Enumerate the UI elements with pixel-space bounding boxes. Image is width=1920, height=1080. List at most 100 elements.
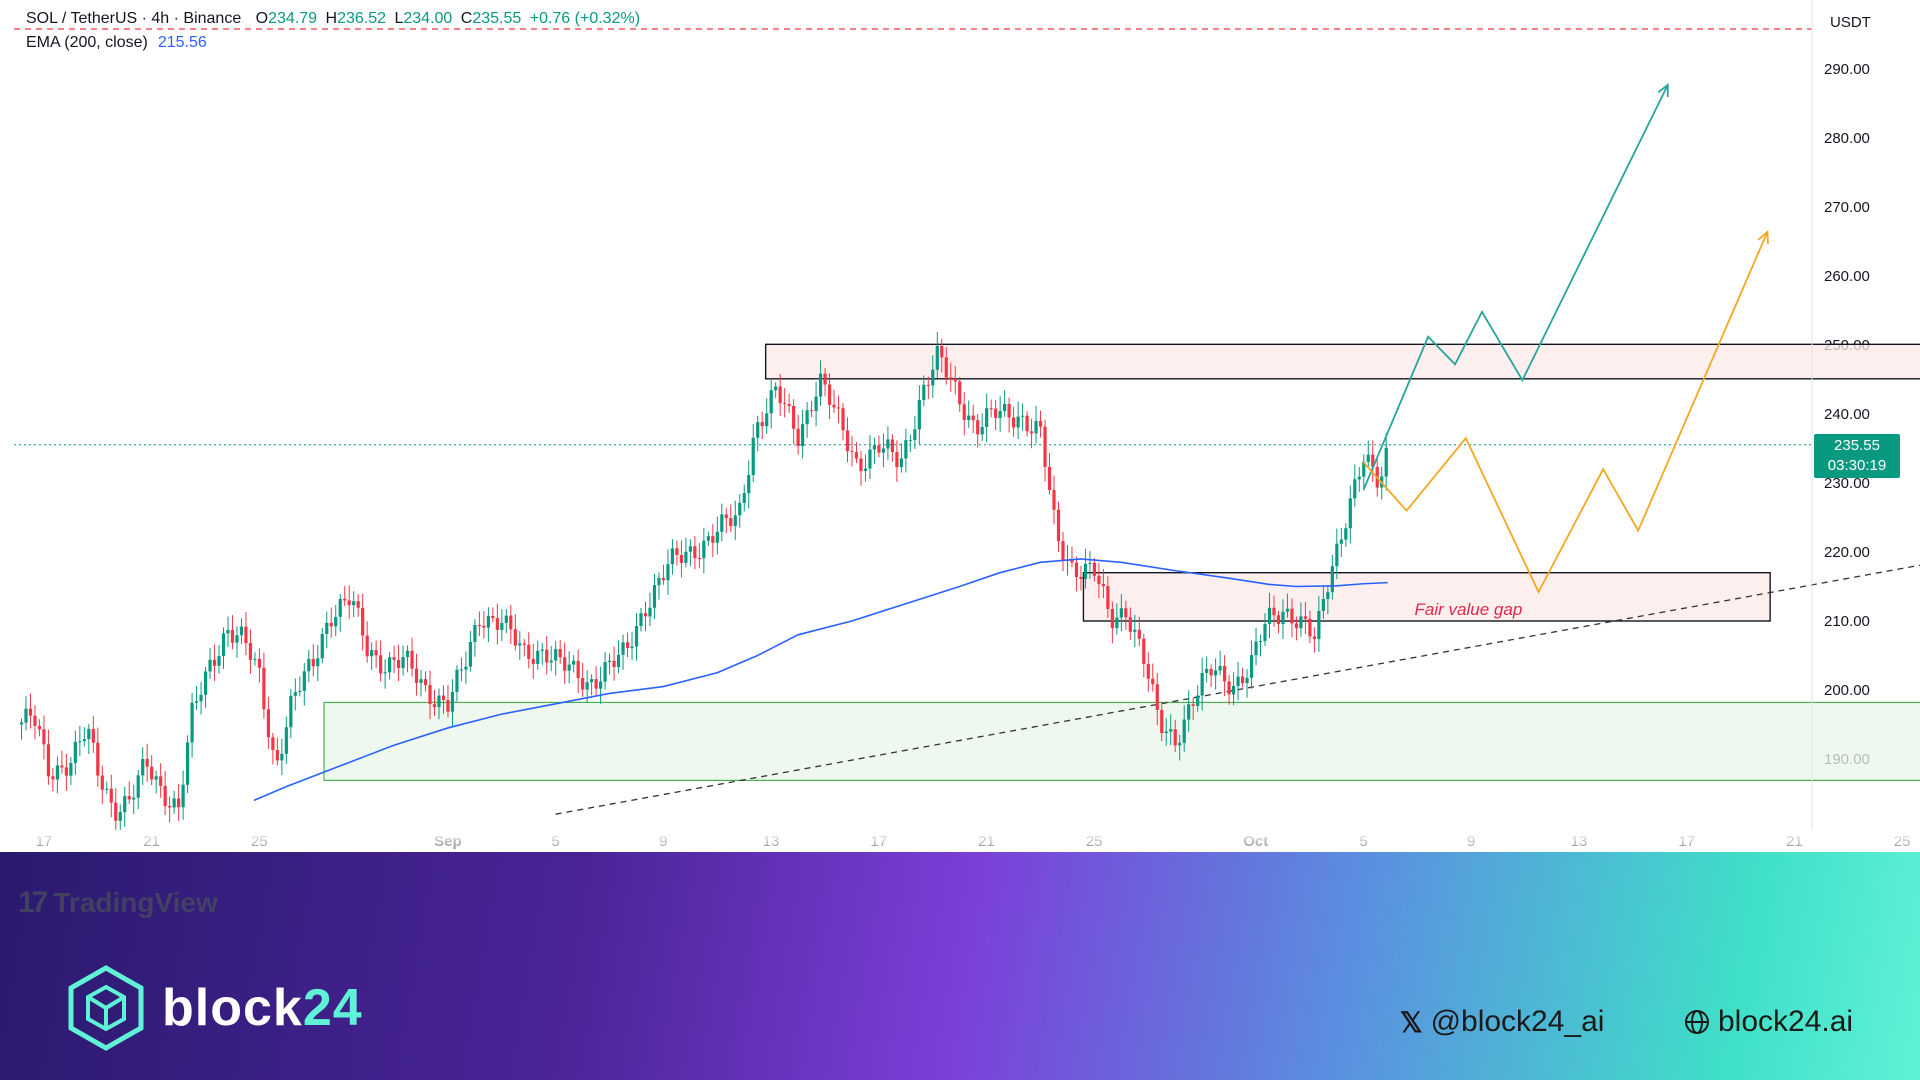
candle-body bbox=[1371, 454, 1375, 467]
candle-body bbox=[612, 660, 616, 667]
candle-body bbox=[607, 660, 612, 663]
candle-body bbox=[1339, 539, 1343, 544]
candle-body bbox=[87, 728, 91, 740]
candle-body bbox=[1272, 607, 1276, 616]
y-tick-label: 220.00 bbox=[1824, 544, 1870, 561]
candle-body bbox=[1330, 566, 1334, 593]
currency-label[interactable]: USDT bbox=[1830, 14, 1871, 31]
ema-200-line[interactable] bbox=[253, 558, 1388, 802]
zone-fair_value_gap[interactable] bbox=[1082, 572, 1771, 622]
candle-body bbox=[567, 664, 571, 671]
zone-demand[interactable] bbox=[323, 701, 1920, 781]
candle-body bbox=[1223, 665, 1227, 682]
candle-body bbox=[1231, 685, 1236, 695]
candle-body bbox=[697, 558, 701, 560]
candle-body bbox=[1303, 616, 1308, 619]
candle-body bbox=[257, 658, 262, 668]
candle-body bbox=[827, 384, 832, 405]
candle-body bbox=[145, 758, 149, 767]
y-tick-label: 280.00 bbox=[1824, 130, 1870, 147]
candle-body bbox=[1164, 731, 1168, 734]
candle-body bbox=[123, 796, 127, 813]
candle-body bbox=[935, 345, 939, 370]
candle-body bbox=[1196, 695, 1200, 706]
website-link[interactable]: block24.ai bbox=[1684, 1005, 1853, 1039]
candle-body bbox=[275, 750, 279, 761]
candle-body bbox=[221, 633, 226, 657]
candle-body bbox=[1110, 609, 1114, 629]
candle-body bbox=[329, 622, 333, 627]
candle-body bbox=[751, 437, 755, 476]
candle-body bbox=[203, 671, 208, 695]
candle-body bbox=[657, 577, 661, 586]
y-tick-label: 240.00 bbox=[1824, 406, 1870, 423]
candle-body bbox=[468, 641, 473, 667]
candle-body bbox=[127, 796, 131, 800]
candle-body bbox=[1227, 681, 1231, 695]
candle-body bbox=[1205, 668, 1209, 673]
twitter-handle[interactable]: 𝕏 @block24_ai bbox=[1400, 1005, 1604, 1039]
candle-body bbox=[150, 766, 154, 780]
candle-body bbox=[670, 548, 675, 565]
candle-body bbox=[383, 672, 387, 674]
candle-body bbox=[414, 668, 419, 683]
candle-body bbox=[405, 650, 410, 658]
candle-body bbox=[1326, 592, 1330, 600]
candle-body bbox=[1214, 670, 1218, 676]
candle-body bbox=[343, 598, 347, 601]
candle-body bbox=[809, 410, 814, 412]
symbol-label[interactable]: SOL / TetherUS · 4h · Binance bbox=[26, 10, 242, 27]
candle-body bbox=[949, 377, 953, 379]
candle-body bbox=[733, 515, 737, 527]
candle-body bbox=[545, 649, 549, 663]
candle-body bbox=[1258, 640, 1263, 642]
candle-body bbox=[419, 679, 423, 683]
candle-body bbox=[91, 728, 95, 743]
candle-body bbox=[563, 657, 567, 671]
candle-body bbox=[28, 708, 33, 716]
zone-resistance[interactable] bbox=[764, 343, 1920, 380]
candle-body bbox=[904, 440, 908, 459]
candle-body bbox=[235, 635, 239, 643]
candle-body bbox=[1012, 417, 1016, 428]
candle-body bbox=[230, 629, 235, 643]
candle-body bbox=[688, 546, 692, 552]
candle-body bbox=[509, 615, 513, 630]
candle-body bbox=[307, 659, 311, 672]
candle-body bbox=[1267, 607, 1272, 624]
candle-body bbox=[293, 692, 297, 696]
candle-body bbox=[388, 657, 392, 673]
candle-body bbox=[769, 390, 773, 414]
candle-body bbox=[450, 691, 455, 712]
candle-body bbox=[1321, 599, 1325, 611]
candle-body bbox=[922, 384, 926, 401]
cube-logo-icon bbox=[68, 965, 144, 1051]
candle-body bbox=[19, 722, 24, 725]
candle-body bbox=[1128, 617, 1132, 632]
candle-body bbox=[661, 577, 666, 581]
candle-body bbox=[814, 396, 818, 412]
high-value: 236.52 bbox=[337, 10, 387, 27]
candle-body bbox=[370, 650, 374, 657]
candle-body bbox=[787, 404, 791, 406]
bullish-projection-path[interactable] bbox=[1362, 84, 1669, 491]
candle-body bbox=[194, 701, 199, 703]
candle-body bbox=[890, 439, 895, 452]
y-tick-label: 290.00 bbox=[1824, 61, 1870, 78]
candle-body bbox=[603, 662, 607, 682]
candle-body bbox=[895, 451, 899, 468]
candle-body bbox=[621, 642, 625, 655]
candle-body bbox=[365, 635, 369, 657]
candle-body bbox=[720, 514, 724, 532]
candle-body bbox=[1178, 742, 1182, 746]
candle-body bbox=[1038, 421, 1043, 427]
candle-body bbox=[428, 685, 432, 705]
candle-body bbox=[302, 671, 306, 691]
candle-body bbox=[859, 458, 863, 472]
ema-legend[interactable]: EMA (200, close) 215.56 bbox=[26, 34, 207, 52]
candle-body bbox=[684, 551, 688, 563]
ascending-trendline[interactable] bbox=[555, 534, 1920, 815]
candle-body bbox=[760, 422, 764, 427]
alternate-projection-path[interactable] bbox=[1362, 231, 1769, 595]
